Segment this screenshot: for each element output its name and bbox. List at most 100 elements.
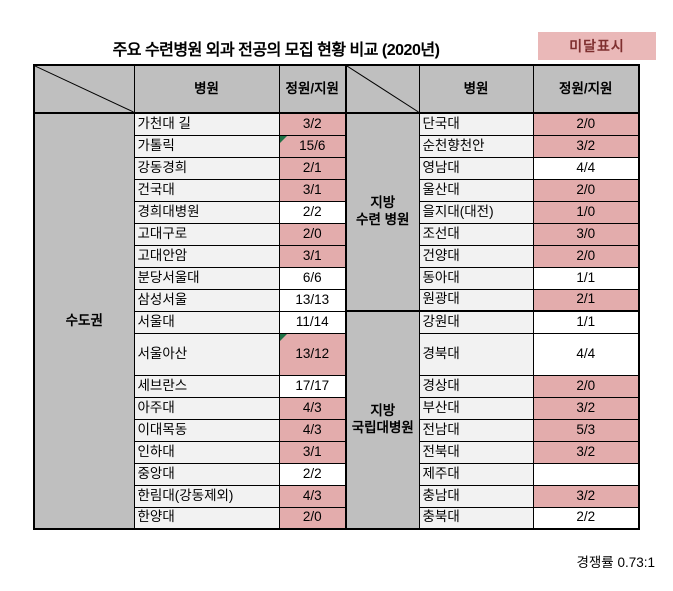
hospital-cell: 고대안암 bbox=[133, 244, 280, 268]
hospital-cell: 부산대 bbox=[418, 396, 534, 420]
hospital-cell: 세브란스 bbox=[133, 374, 280, 398]
quota-cell: 1/0 bbox=[532, 200, 640, 224]
hospital-cell: 건국대 bbox=[133, 178, 280, 202]
hospital-cell: 전북대 bbox=[418, 440, 534, 464]
diagonal-header-cell bbox=[33, 64, 135, 114]
quota-cell: 3/2 bbox=[278, 112, 347, 136]
hospital-cell: 영남대 bbox=[418, 156, 534, 180]
table-row: 서울대 11/14 지방 국립대병원 강원대 1/1 bbox=[34, 310, 640, 530]
hospital-cell: 이대목동 bbox=[133, 418, 280, 442]
hospital-cell: 가톨릭 bbox=[133, 134, 280, 158]
column-header-quota-left: 정원/지원 bbox=[278, 64, 347, 114]
hospital-cell: 분당서울대 bbox=[133, 266, 280, 290]
table-row: 이대목동 4/3 전남대 5/3 bbox=[34, 418, 640, 442]
group-cell-regional-training: 지방 수련 병원 bbox=[345, 112, 420, 312]
shortfall-legend: 미달표시 bbox=[538, 32, 656, 60]
table-row: 수도권 가천대 길 3/2 지방 수련 병원 단국대 2/0 bbox=[33, 112, 640, 530]
column-header-hospital-right: 병원 bbox=[418, 64, 534, 114]
quota-cell: 2/2 bbox=[278, 462, 347, 486]
hospital-cell: 동아대 bbox=[418, 266, 534, 290]
hospital-cell: 건양대 bbox=[418, 244, 534, 268]
quota-cell: 6/6 bbox=[278, 266, 347, 290]
table-row: 분당서울대 6/6 동아대 1/1 bbox=[34, 266, 640, 290]
recruitment-table: 병원 정원/지원 병원 정원/지원 수도권 가천대 길 3/2 지방 수련 병원 단국대… bbox=[33, 64, 640, 530]
quota-cell: 3/1 bbox=[278, 178, 347, 202]
table-row: 한양대 2/0 충북대 2/2 bbox=[34, 506, 640, 530]
hospital-cell: 전남대 bbox=[418, 418, 534, 442]
quota-cell: 4/3 bbox=[278, 484, 347, 508]
quota-cell: 13/13 bbox=[278, 288, 347, 312]
table-header: 병원 정원/지원 병원 정원/지원 bbox=[33, 64, 640, 114]
quota-cell: 1/1 bbox=[532, 310, 640, 334]
group-cell-capital-region: 수도권 bbox=[33, 112, 135, 530]
diagonal-line bbox=[347, 66, 419, 112]
hospital-cell: 중앙대 bbox=[133, 462, 280, 486]
hospital-cell: 서울아산 bbox=[133, 332, 280, 376]
hospital-cell: 인하대 bbox=[133, 440, 280, 464]
quota-cell: 2/1 bbox=[278, 156, 347, 180]
competition-rate-note: 경쟁률 0.73:1 bbox=[576, 555, 655, 570]
quota-cell: 2/2 bbox=[278, 200, 347, 224]
quota-cell: 2/0 bbox=[532, 244, 640, 268]
quota-cell: 2/1 bbox=[532, 288, 640, 312]
hospital-cell: 충남대 bbox=[418, 484, 534, 508]
quota-cell: 4/4 bbox=[532, 156, 640, 180]
hospital-cell: 원광대 bbox=[418, 288, 534, 312]
hospital-cell: 을지대(대전) bbox=[418, 200, 534, 224]
hospital-cell: 한림대(강동제외) bbox=[133, 484, 280, 508]
quota-cell: 2/0 bbox=[532, 178, 640, 202]
hospital-cell: 강동경희 bbox=[133, 156, 280, 180]
hospital-cell: 고대구로 bbox=[133, 222, 280, 246]
hospital-cell: 강원대 bbox=[418, 310, 534, 334]
quota-cell: 2/0 bbox=[278, 506, 347, 530]
table-row: 가톨릭 15/6 순천향천안 3/2 bbox=[34, 134, 640, 158]
quota-cell: 4/3 bbox=[278, 396, 347, 420]
table-row: 강동경희 2/1 영남대 4/4 bbox=[34, 156, 640, 180]
quota-cell: 5/3 bbox=[532, 418, 640, 442]
quota-cell: 3/0 bbox=[532, 222, 640, 246]
column-header-hospital-left: 병원 bbox=[133, 64, 280, 114]
quota-cell: 3/1 bbox=[278, 244, 347, 268]
hospital-cell: 순천향천안 bbox=[418, 134, 534, 158]
quota-cell: 2/2 bbox=[532, 506, 640, 530]
hospital-cell: 한양대 bbox=[133, 506, 280, 530]
quota-cell: 11/14 bbox=[278, 310, 347, 334]
quota-cell: 15/6 bbox=[278, 134, 347, 158]
quota-cell: 2/0 bbox=[532, 112, 640, 136]
hospital-cell: 서울대 bbox=[133, 310, 280, 334]
table-row: 건국대 3/1 울산대 2/0 bbox=[34, 178, 640, 202]
quota-cell: 3/2 bbox=[532, 484, 640, 508]
table-row: 인하대 3/1 전북대 3/2 bbox=[34, 440, 640, 464]
hospital-cell: 충북대 bbox=[418, 506, 534, 530]
quota-cell: 1/1 bbox=[532, 266, 640, 290]
group-cell-regional-national: 지방 국립대병원 bbox=[345, 310, 420, 530]
quota-cell: 2/0 bbox=[278, 222, 347, 246]
quota-cell: 4/3 bbox=[278, 418, 347, 442]
quota-cell: 4/4 bbox=[532, 332, 640, 376]
quota-cell bbox=[532, 462, 640, 486]
table-body: 수도권 가천대 길 3/2 지방 수련 병원 단국대 2/0 가톨릭 15/6 순천향천안 3/2… bbox=[33, 112, 640, 530]
page-title: 주요 수련병원 외과 전공의 모집 현황 비교 (2020년) bbox=[112, 42, 440, 59]
hospital-cell: 가천대 길 bbox=[133, 112, 280, 136]
hospital-cell: 경북대 bbox=[418, 332, 534, 376]
quota-cell: 3/2 bbox=[532, 440, 640, 464]
diagonal-header-cell bbox=[345, 64, 420, 114]
hospital-cell: 경희대병원 bbox=[133, 200, 280, 224]
hospital-cell: 조선대 bbox=[418, 222, 534, 246]
hospital-cell: 아주대 bbox=[133, 396, 280, 420]
column-header-quota-right: 정원/지원 bbox=[532, 64, 640, 114]
quota-cell: 3/1 bbox=[278, 440, 347, 464]
shortfall-legend-label: 미달표시 bbox=[569, 38, 625, 54]
hospital-cell: 경상대 bbox=[418, 374, 534, 398]
table-row: 세브란스 17/17 경상대 2/0 bbox=[34, 374, 640, 398]
quota-cell: 17/17 bbox=[278, 374, 347, 398]
table-row: 서울아산 13/12 경북대 4/4 bbox=[34, 332, 640, 376]
hospital-cell: 삼성서울 bbox=[133, 288, 280, 312]
table-row: 삼성서울 13/13 원광대 2/1 bbox=[34, 288, 640, 312]
table-row: 경희대병원 2/2 을지대(대전) 1/0 bbox=[34, 200, 640, 224]
hospital-cell: 울산대 bbox=[418, 178, 534, 202]
diagonal-line bbox=[35, 66, 134, 112]
hospital-cell: 제주대 bbox=[418, 462, 534, 486]
quota-cell: 2/0 bbox=[532, 374, 640, 398]
